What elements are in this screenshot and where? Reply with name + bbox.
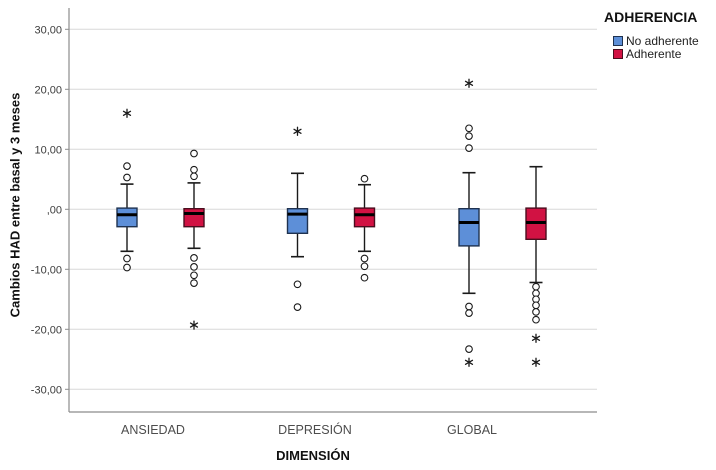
extreme-star-center-adherente-global [534, 361, 538, 364]
outlier-circle-no-adherente-global [465, 132, 473, 140]
box-adherente-ansiedad [183, 207, 205, 228]
y-tick-label: -30,00 [31, 384, 62, 396]
outlier-circle-adherente-depresion [360, 174, 369, 183]
category-label-depresion: DEPRESIÓN [278, 422, 352, 437]
outlier-circle-no-adherente-depresion [293, 303, 302, 311]
y-axis-title: Cambios HAD entre basal y 3 meses [7, 92, 23, 318]
legend-item-adherente: Adherente [613, 46, 699, 61]
box-no-adherente-ansiedad [116, 207, 138, 228]
legend: ADHERENCIA No adherente Adherente [604, 9, 699, 61]
outlier-circle-no-adherente-global [465, 345, 473, 353]
outlier-circle-adherente-ansiedad [190, 279, 198, 287]
box-adherente-depresion [353, 207, 376, 228]
category-label-ansiedad: ANSIEDAD [121, 423, 185, 437]
outlier-circle-adherente-depresion [360, 262, 369, 271]
outlier-circle-no-adherente-ansiedad [123, 263, 131, 272]
outlier-circle-adherente-global [532, 308, 540, 316]
outlier-circle-adherente-ansiedad [190, 254, 198, 262]
outlier-circle-no-adherente-ansiedad [123, 173, 131, 182]
extreme-star-center-no-adherente-global [467, 82, 471, 85]
y-tick-label: 20,00 [34, 84, 62, 96]
x-axis-title: DIMENSIÓN [276, 448, 350, 463]
legend-swatch-adherente [613, 48, 623, 59]
legend-title: ADHERENCIA [604, 9, 698, 25]
y-tick-label: -20,00 [31, 324, 62, 336]
box-no-adherente-depresion [286, 207, 309, 234]
outlier-circle-adherente-ansiedad [190, 172, 198, 181]
extreme-star-center-no-adherente-ansiedad [125, 112, 129, 115]
outlier-circle-adherente-ansiedad [190, 149, 198, 158]
outlier-circle-adherente-global [532, 315, 540, 324]
legend-label-adherente: Adherente [626, 46, 682, 61]
outlier-circle-no-adherente-ansiedad [123, 254, 131, 263]
legend-item-no-adherente: No adherente [613, 33, 699, 48]
outlier-circle-no-adherente-global [465, 124, 473, 133]
outlier-circle-adherente-ansiedad [190, 271, 198, 280]
extreme-star-center-no-adherente-global [467, 361, 471, 364]
category-label-global: GLOBAL [447, 423, 497, 437]
legend-label-no-adherente: No adherente [626, 33, 699, 48]
extreme-star-center-adherente-global [534, 337, 538, 340]
outlier-circle-no-adherente-global [465, 302, 473, 311]
y-tick-label: 30,00 [34, 24, 62, 36]
box-no-adherente-global [458, 207, 480, 247]
y-tick-label: 10,00 [34, 144, 62, 156]
extreme-star-center-adherente-ansiedad [192, 323, 196, 327]
outlier-circle-adherente-depresion [360, 254, 369, 263]
outlier-circle-adherente-ansiedad [190, 165, 198, 174]
extreme-star-center-no-adherente-depresion [296, 130, 299, 133]
y-tick-label: ,00 [47, 204, 62, 216]
outlier-circle-adherente-global [532, 301, 540, 310]
outlier-circle-adherente-global [532, 282, 540, 291]
outlier-circle-no-adherente-global [465, 309, 473, 317]
outlier-circle-no-adherente-depresion [293, 280, 302, 289]
legend-swatch-no-adherente [613, 35, 623, 46]
y-tick-label: -10,00 [31, 264, 62, 276]
outlier-circle-adherente-depresion [360, 273, 369, 282]
outlier-circle-adherente-ansiedad [190, 263, 198, 271]
outlier-circle-no-adherente-global [465, 144, 473, 152]
outlier-circle-no-adherente-ansiedad [123, 162, 131, 170]
